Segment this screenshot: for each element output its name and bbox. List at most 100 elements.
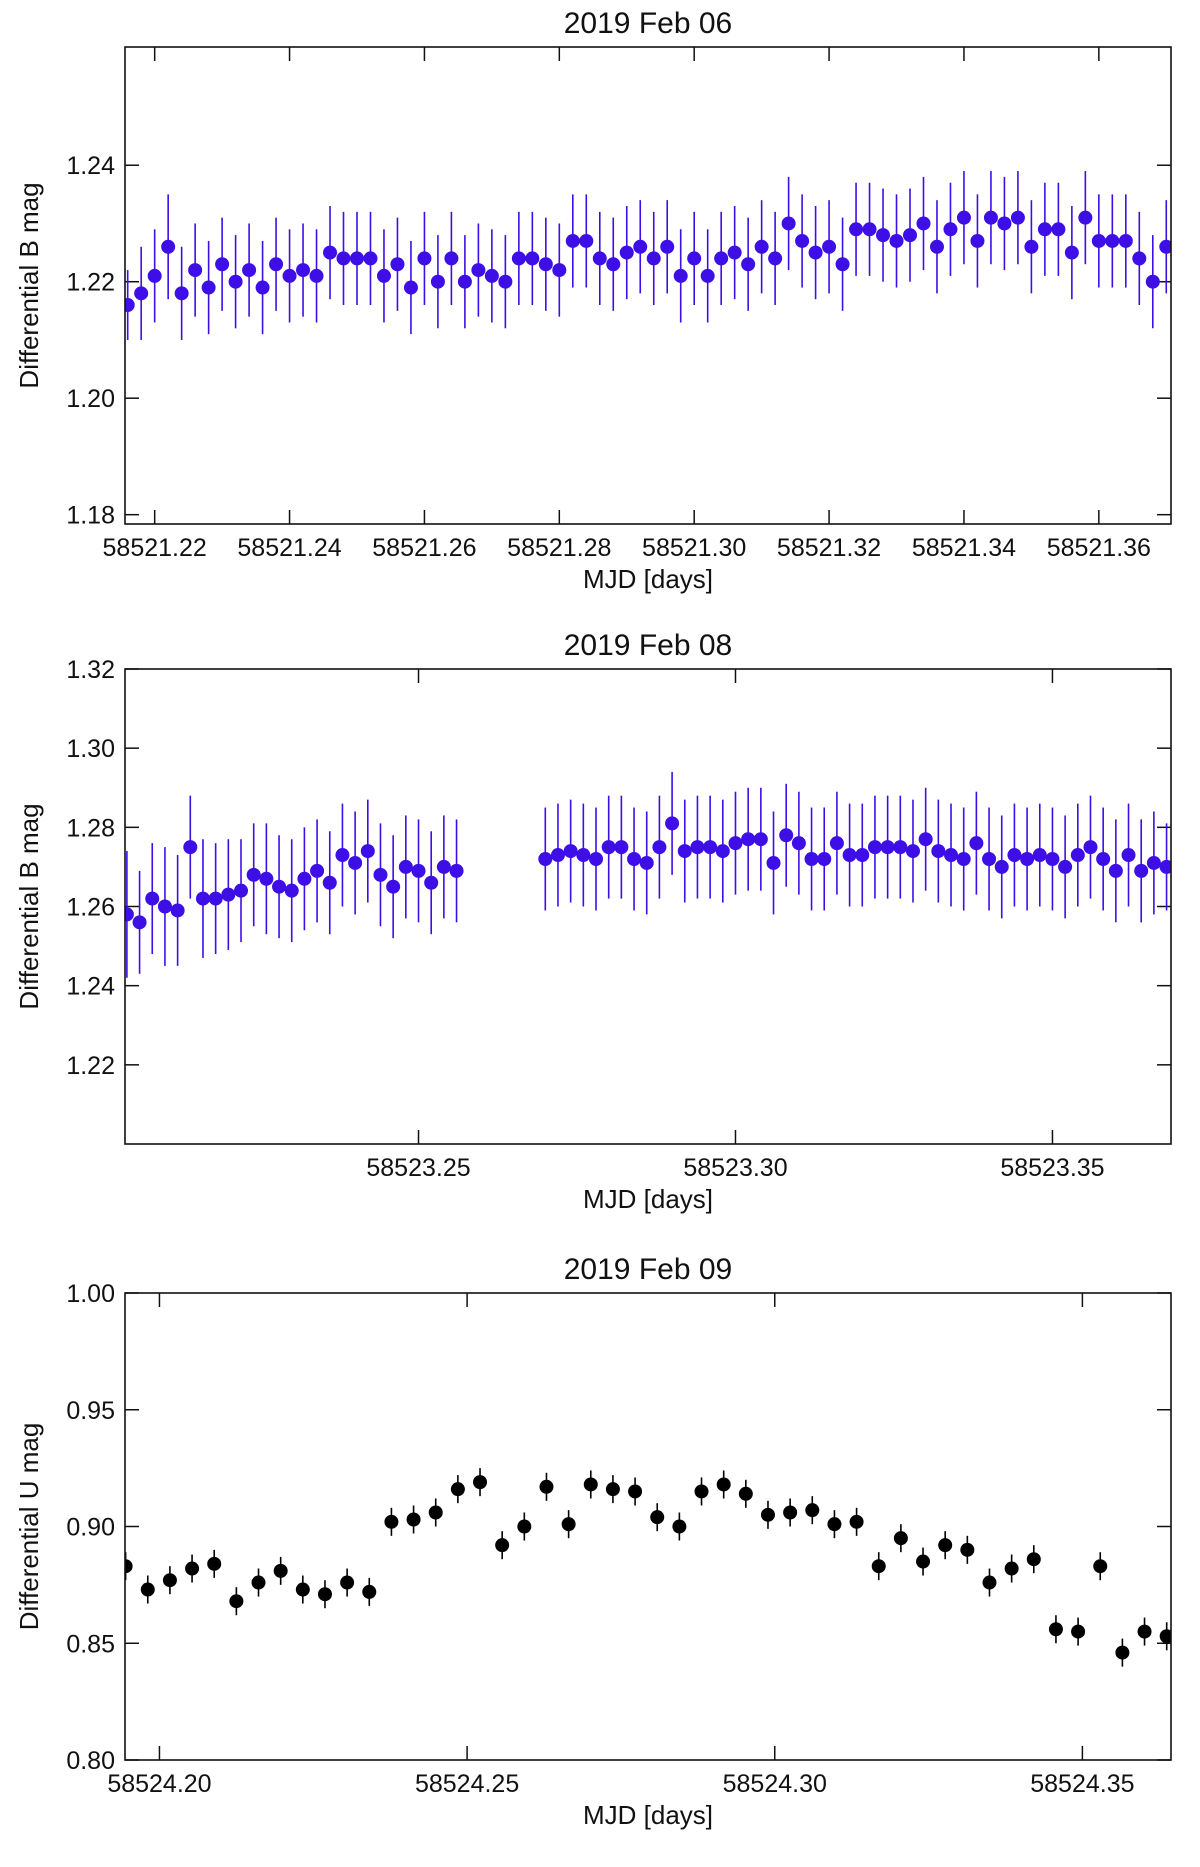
data-point: [956, 852, 971, 866]
data-point: [753, 832, 768, 847]
data-point: [601, 840, 616, 855]
y-tick-label: 0.90: [66, 1514, 115, 1542]
y-tick-label: 1.22: [66, 1052, 115, 1080]
data-point: [938, 1538, 953, 1553]
data-point: [727, 245, 742, 260]
data-point: [779, 828, 794, 843]
data-point: [817, 852, 832, 866]
data-point: [1091, 233, 1106, 248]
data-point: [805, 1503, 820, 1518]
data-point: [157, 899, 172, 914]
data-point: [323, 245, 338, 260]
data-point: [956, 210, 971, 225]
data-point: [997, 216, 1012, 231]
data-point: [694, 1484, 709, 1499]
x-tick-label: 58521.30: [642, 534, 746, 562]
data-point: [862, 222, 877, 237]
data-point: [538, 852, 553, 866]
data-point: [889, 233, 904, 248]
data-point: [982, 852, 997, 866]
data-point: [619, 245, 634, 260]
y-axis-label: Differential B mag: [14, 182, 44, 388]
x-tick-label: 58524.35: [1030, 1770, 1134, 1798]
data-point: [282, 268, 297, 283]
data-point: [827, 1517, 842, 1532]
data-point: [145, 891, 160, 906]
x-axis-label: MJD [days]: [583, 1184, 713, 1214]
data-point: [449, 863, 464, 878]
data-point: [373, 867, 388, 882]
data-point: [174, 286, 189, 301]
data-point: [565, 233, 580, 248]
data-point: [893, 1531, 908, 1546]
data-point: [215, 257, 230, 272]
data-point: [221, 887, 236, 902]
data-point: [349, 251, 364, 266]
data-point: [125, 1559, 133, 1574]
data-point: [170, 903, 185, 918]
data-point: [646, 251, 661, 266]
data-point: [242, 263, 257, 278]
data-point: [876, 228, 891, 243]
data-point: [125, 298, 135, 313]
data-point: [1134, 863, 1149, 878]
data-point: [473, 1475, 488, 1490]
data-point: [436, 859, 451, 874]
data-point: [1105, 233, 1120, 248]
data-point: [1010, 210, 1025, 225]
data-point: [296, 263, 311, 278]
x-tick-label: 58521.26: [372, 534, 476, 562]
data-point: [1007, 848, 1022, 863]
data-point: [943, 222, 958, 237]
data-point: [716, 1477, 731, 1492]
data-point: [1159, 239, 1171, 254]
y-tick-label: 1.24: [66, 152, 115, 180]
data-point: [768, 251, 783, 266]
data-point: [738, 1486, 753, 1501]
data-point: [1083, 840, 1098, 855]
x-tick-label: 58524.30: [723, 1770, 827, 1798]
data-point: [539, 1479, 554, 1494]
data-point: [835, 257, 850, 272]
data-point: [639, 855, 654, 870]
x-tick-label: 58523.35: [1000, 1154, 1104, 1182]
data-point: [1070, 848, 1085, 863]
data-point: [140, 1582, 155, 1597]
y-tick-label: 1.20: [66, 385, 115, 413]
x-tick-label: 58524.20: [107, 1770, 211, 1798]
data-point: [929, 239, 944, 254]
data-point: [672, 1519, 687, 1534]
data-point: [229, 1594, 244, 1609]
data-point: [1048, 1622, 1063, 1637]
y-axis-label: Differential B mag: [14, 803, 44, 1009]
data-point: [1058, 859, 1073, 874]
data-point: [272, 879, 287, 894]
data-point: [867, 840, 882, 855]
data-point: [766, 855, 781, 870]
data-point: [132, 915, 147, 930]
data-point: [960, 1542, 975, 1557]
panel: 2019 Feb 08 MJD [days] Differential B mag 5…: [14, 629, 1172, 1214]
data-point: [627, 852, 642, 866]
data-point: [284, 883, 299, 898]
data-point: [969, 836, 984, 851]
plot-area: [125, 771, 1171, 978]
data-point: [384, 1514, 399, 1529]
data-point: [804, 852, 819, 866]
data-point: [1032, 848, 1047, 863]
data-point: [808, 245, 823, 260]
data-point: [690, 840, 705, 855]
data-point: [162, 1573, 177, 1588]
data-point: [201, 280, 216, 295]
data-point: [944, 848, 959, 863]
data-point: [754, 239, 769, 254]
data-point: [589, 852, 604, 866]
data-point: [1146, 855, 1161, 870]
data-point: [855, 848, 870, 863]
data-point: [185, 1561, 200, 1576]
y-tick-label: 0.85: [66, 1630, 115, 1658]
data-point: [605, 1482, 620, 1497]
data-point: [905, 844, 920, 859]
data-point: [348, 855, 363, 870]
